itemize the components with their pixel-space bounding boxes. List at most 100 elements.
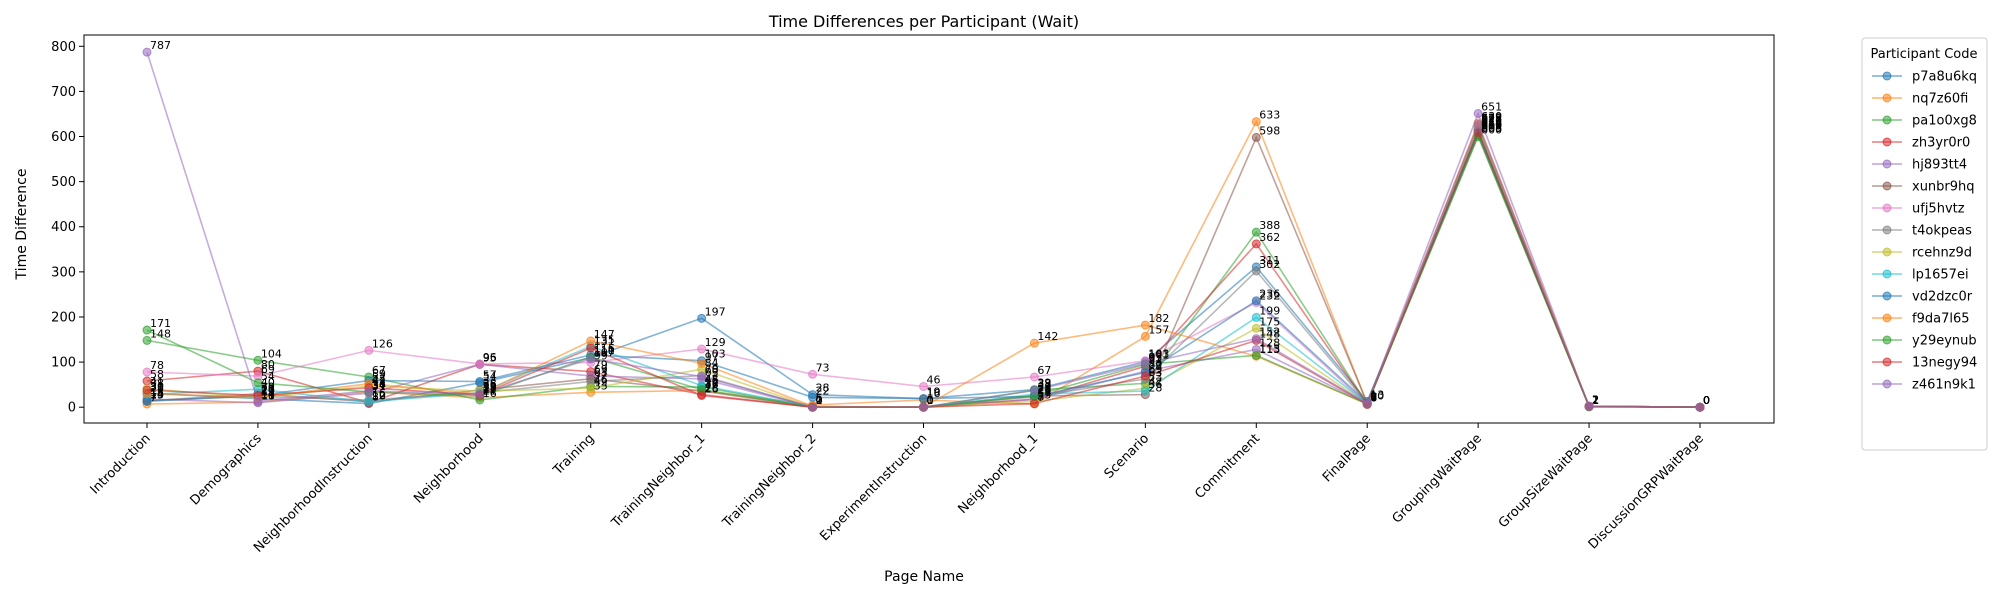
- data-label: 13: [1370, 388, 1384, 401]
- data-label: 0: [927, 394, 934, 407]
- data-label: 26: [1037, 382, 1051, 395]
- series-line-z461n9k1: [146, 51, 1701, 409]
- data-label: 36: [705, 378, 719, 391]
- data-label: 27: [483, 382, 497, 395]
- legend-frame: [1861, 37, 1988, 451]
- data-label: 25: [1037, 383, 1051, 396]
- data-label: 22: [816, 384, 830, 397]
- data-label: 8: [1370, 391, 1377, 404]
- data-label: 45: [705, 374, 719, 387]
- data-label: 0: [816, 394, 823, 407]
- x-tick-label: Commitment: [1192, 431, 1263, 502]
- data-label: 13: [150, 388, 164, 401]
- x-axis-title: Page Name: [884, 569, 964, 585]
- data-label: 30: [261, 381, 275, 394]
- data-label: 41: [150, 376, 164, 389]
- data-point: [364, 386, 374, 396]
- data-label: 5: [816, 392, 823, 405]
- data-label: 7: [1370, 391, 1377, 404]
- data-label: 38: [1037, 377, 1051, 390]
- data-label: 2: [1592, 393, 1599, 406]
- x-tick-label: FinalPage: [1320, 431, 1374, 485]
- data-label: 0: [1703, 394, 1710, 407]
- data-point: [1473, 119, 1483, 129]
- data-label: 2: [1592, 393, 1599, 406]
- data-label: 609: [1481, 119, 1502, 132]
- data-label: 7: [1370, 391, 1377, 404]
- data-label: 148: [150, 327, 171, 340]
- y-tick-label: 700: [51, 85, 76, 100]
- plot-series: [142, 47, 1705, 412]
- legend-label: vd2dzc0r: [1912, 290, 1973, 305]
- data-label: 232: [1259, 290, 1280, 303]
- data-point: [364, 345, 374, 355]
- data-label: 24: [1037, 383, 1051, 396]
- legend-marker: [1882, 225, 1892, 235]
- data-label: 19: [927, 386, 941, 399]
- data-label: 15: [150, 387, 164, 400]
- data-label: 40: [261, 376, 275, 389]
- data-label: 14: [261, 388, 275, 401]
- legend-title: Participant Code: [1870, 47, 1977, 62]
- data-point: [1251, 266, 1261, 276]
- data-label: 8: [1037, 391, 1044, 404]
- data-label: 651: [1481, 101, 1502, 114]
- legend-marker: [1882, 335, 1892, 345]
- data-label: 0: [816, 394, 823, 407]
- data-label: 129: [705, 336, 726, 349]
- data-label: 9: [1370, 390, 1377, 403]
- data-point: [475, 359, 485, 369]
- data-label: 21: [483, 385, 497, 398]
- data-label: 0: [1703, 394, 1710, 407]
- legend-marker: [1882, 203, 1892, 213]
- data-label: 97: [1148, 350, 1162, 363]
- data-label: 99: [594, 350, 608, 363]
- y-tick-label: 200: [51, 310, 76, 325]
- data-label: 91: [1148, 353, 1162, 366]
- data-label: 32: [483, 380, 497, 393]
- data-label: 57: [483, 368, 497, 381]
- data-label: 175: [1259, 315, 1280, 328]
- data-point: [1251, 239, 1261, 249]
- data-label: 69: [594, 363, 608, 376]
- data-label: 157: [1148, 323, 1169, 336]
- y-tick-label: 800: [51, 40, 76, 55]
- data-label: 128: [1259, 336, 1280, 349]
- data-label: 0: [1703, 394, 1710, 407]
- data-label: 620: [1481, 114, 1502, 127]
- data-label: 152: [1259, 326, 1280, 339]
- data-label: 0: [816, 394, 823, 407]
- data-label: 18: [1037, 386, 1051, 399]
- data-label: 11: [261, 389, 275, 402]
- data-label: 633: [1259, 109, 1280, 122]
- data-label: 16: [372, 387, 386, 400]
- data-point: [1251, 334, 1261, 344]
- data-label: 2: [1592, 393, 1599, 406]
- data-label: 625: [1481, 112, 1502, 125]
- data-label: 0: [1703, 394, 1710, 407]
- data-label: 48: [705, 373, 719, 386]
- data-point: [142, 367, 152, 377]
- data-point: [808, 392, 818, 402]
- data-label: 33: [594, 379, 608, 392]
- data-label: 77: [1148, 359, 1162, 372]
- data-label: 80: [261, 358, 275, 371]
- data-label: 0: [927, 394, 934, 407]
- data-label: 29: [1037, 381, 1051, 394]
- data-label: 609: [1481, 119, 1502, 132]
- data-label: 116: [594, 342, 615, 355]
- data-label: 54: [261, 370, 275, 383]
- data-label: 182: [1148, 312, 1169, 325]
- data-label: 95: [483, 351, 497, 364]
- data-point: [1029, 372, 1039, 382]
- data-label: 47: [372, 373, 386, 386]
- legend-label: p7a8u6kq: [1912, 70, 1977, 85]
- data-point: [253, 355, 263, 365]
- data-label: 97: [705, 350, 719, 363]
- data-label: 38: [150, 377, 164, 390]
- data-point: [1695, 402, 1705, 412]
- data-point: [1473, 109, 1483, 119]
- data-label: 79: [594, 359, 608, 372]
- data-point: [919, 394, 928, 404]
